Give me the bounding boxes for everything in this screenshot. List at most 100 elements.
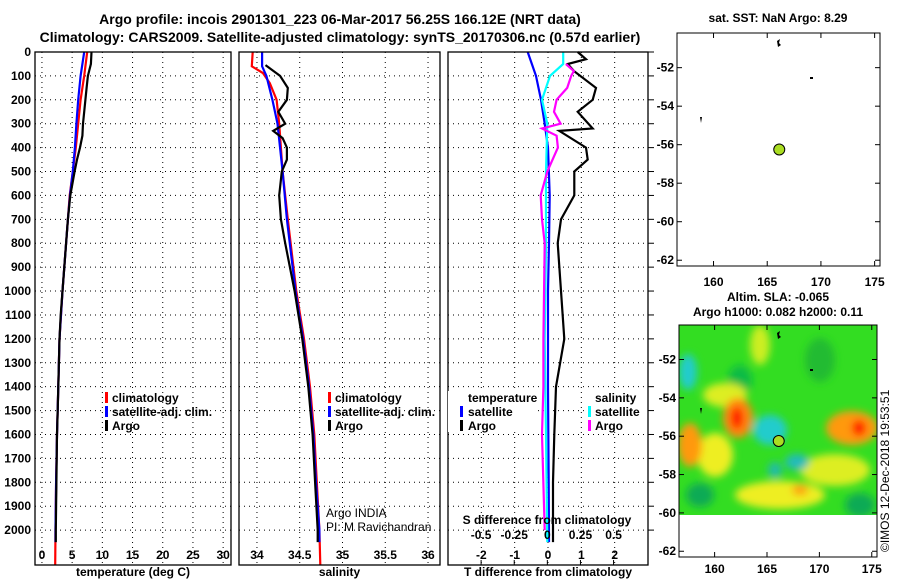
legend-heading-temperature: temperature xyxy=(468,391,538,405)
salinity-frame xyxy=(238,51,441,566)
legend-swatch-argo xyxy=(328,420,331,431)
difference-legend: temperature satellite Argo salinity sate… xyxy=(448,391,646,433)
y-tick-label: 1000 xyxy=(4,284,31,298)
x-tick-label: 34.5 xyxy=(288,548,312,562)
legend-label: satellite-adj. clim. xyxy=(112,405,212,419)
lat-tick-label: -56 xyxy=(657,138,675,152)
lon-tick-label: 160 xyxy=(704,275,724,289)
legend-swatch-t-argo xyxy=(460,420,463,431)
legend-label: climatology xyxy=(335,391,402,405)
legend-swatch-t-satellite xyxy=(460,406,463,417)
x-tick-label: -1 xyxy=(509,548,520,562)
x-tick-label: 25 xyxy=(186,548,200,562)
s-difference-axis-label: S difference from climatology xyxy=(463,513,632,527)
series-s-satellite xyxy=(540,52,565,543)
x-tick-label: 35.5 xyxy=(374,548,398,562)
legend-swatch-satellite xyxy=(328,406,331,417)
imos-credit: ©IMOS 12-Dec-2018 19:53:51 xyxy=(878,389,892,552)
figure-title-line1: Argo profile: incois 2901301_223 06-Mar-… xyxy=(99,11,581,27)
legend-label: satellite-adj. clim. xyxy=(335,405,435,419)
lat-tick-label: -60 xyxy=(657,215,675,229)
coastline-island xyxy=(810,369,813,371)
series-t-satellite xyxy=(526,51,551,543)
legend-swatch-climatology xyxy=(328,392,331,403)
legend-heading-salinity: salinity xyxy=(595,391,637,405)
y-tick-label: 1500 xyxy=(4,404,31,418)
pressure-axis: 0 100 200 300 400 500 600 700 800 900 1000 1100 1200… xyxy=(4,45,31,537)
sla-heatmap xyxy=(679,325,877,515)
y-tick-label: 1900 xyxy=(4,499,31,513)
x-tick-label: 34 xyxy=(250,548,264,562)
x-tick-label: 15 xyxy=(126,548,140,562)
y-tick-label: 1300 xyxy=(4,356,31,370)
series-argo xyxy=(54,51,93,543)
legend-swatch-argo xyxy=(105,420,108,431)
s-tick-label: -0.5 xyxy=(471,528,492,542)
lat-tick-label: -52 xyxy=(657,61,675,75)
y-tick-label: 1600 xyxy=(4,427,31,441)
float-program-label: Argo INDIA xyxy=(326,506,387,520)
y-tick-label: 0 xyxy=(24,45,31,59)
legend-label: Argo xyxy=(468,419,496,433)
temperature-x-axis-label: temperature (deg C) xyxy=(76,565,190,579)
x-tick-label: 36 xyxy=(421,548,435,562)
sla-map-title-line2: Argo h1000: 0.082 h2000: 0.11 xyxy=(693,305,863,319)
coastline-island xyxy=(810,77,813,79)
lat-tick-label: -58 xyxy=(657,176,675,190)
difference-panel: -2 -1 0 1 2 T difference from climatology -0.5… xyxy=(447,51,654,579)
sla-map-frame xyxy=(678,324,878,558)
y-tick-label: 800 xyxy=(11,236,31,250)
temperature-legend: climatology satellite-adj. clim. Argo xyxy=(105,391,212,433)
lon-tick-label: 170 xyxy=(811,275,831,289)
lat-tick-label: -62 xyxy=(657,253,675,267)
x-tick-label: 30 xyxy=(216,548,230,562)
float-pi-label: PI: M Ravichandran xyxy=(326,520,431,534)
lat-tick-label: -62 xyxy=(659,544,677,558)
legend-label: satellite xyxy=(468,405,513,419)
series-satellite-adj-clim xyxy=(261,52,321,543)
temperature-frame xyxy=(34,51,232,566)
lon-tick-label: 175 xyxy=(862,562,882,576)
y-tick-label: 200 xyxy=(11,93,31,107)
y-tick-label: 700 xyxy=(11,212,31,226)
lon-tick-label: 170 xyxy=(809,562,829,576)
legend-label: Argo xyxy=(595,419,623,433)
argo-position-marker xyxy=(772,435,785,447)
sst-map-axes: 160 165 170 175 -52 -54 -56 -58 -60 -62 xyxy=(657,33,885,289)
x-tick-label: 0 xyxy=(39,548,46,562)
y-tick-label: 300 xyxy=(11,117,31,131)
series-s-argo xyxy=(538,63,576,531)
x-tick-label: 0 xyxy=(545,548,552,562)
series-argo xyxy=(264,64,319,543)
difference-x-axis-label: T difference from climatology xyxy=(464,565,632,579)
y-tick-label: 1400 xyxy=(4,380,31,394)
coastline-island xyxy=(700,408,702,414)
coastline-island xyxy=(777,331,781,339)
legend-swatch-satellite xyxy=(105,406,108,417)
legend-swatch-climatology xyxy=(105,392,108,403)
x-tick-label: 20 xyxy=(156,548,170,562)
x-tick-label: 5 xyxy=(69,548,76,562)
sla-map-axes: 160 165 170 175 -52 -54 -56 -58 -60 -62 xyxy=(659,325,882,576)
sst-map-title: sat. SST: NaN Argo: 8.29 xyxy=(709,11,848,25)
lon-tick-label: 165 xyxy=(757,562,777,576)
salinity-panel: 34 34.5 35 35.5 36 salinity xyxy=(238,51,441,579)
lon-tick-label: 175 xyxy=(865,275,885,289)
salinity-x-axis-label: salinity xyxy=(319,565,361,579)
legend-swatch-s-satellite xyxy=(588,406,591,417)
argo-position-marker xyxy=(773,143,786,156)
y-tick-label: 600 xyxy=(11,188,31,202)
series-climatology xyxy=(250,51,322,566)
lon-tick-label: 165 xyxy=(757,275,777,289)
x-tick-label: 10 xyxy=(96,548,110,562)
legend-label: Argo xyxy=(112,419,140,433)
s-tick-label: 0.25 xyxy=(569,528,593,542)
y-tick-label: 1800 xyxy=(4,475,31,489)
coastline-island xyxy=(700,117,702,123)
legend-label: satellite xyxy=(595,405,640,419)
lat-tick-label: -52 xyxy=(659,353,677,367)
s-tick-label: 0 xyxy=(544,528,551,542)
s-tick-label: 0.5 xyxy=(605,528,622,542)
